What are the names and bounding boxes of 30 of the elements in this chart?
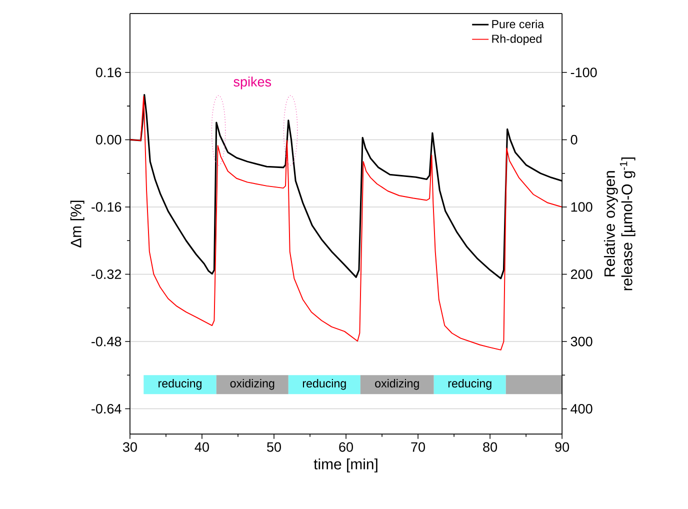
y2-tick-label: 0 <box>570 135 578 145</box>
y2-tick-label: -100 <box>570 68 597 78</box>
band-label: reducing <box>302 379 346 390</box>
x-tick-label: 30 <box>122 442 137 452</box>
y2-axis-title: Relative oxygen release [µmol-O g$^{-1}$] <box>604 158 636 290</box>
x-tick-label: 70 <box>411 442 426 452</box>
y2-tick-label: 200 <box>570 270 592 280</box>
annotation: spikes <box>234 76 272 90</box>
y-tick-label: -0.32 <box>92 270 122 280</box>
band-label: oxidizing <box>230 379 274 390</box>
y-tick-label: -0.16 <box>92 202 122 212</box>
y-tick-label: -0.64 <box>92 404 122 414</box>
y-tick-label: 0.00 <box>96 135 122 145</box>
x-tick-label: 90 <box>555 442 570 452</box>
x-tick-label: 50 <box>267 442 281 452</box>
y2-tick-label: 400 <box>570 404 592 414</box>
y-tick-label: -0.48 <box>92 336 122 346</box>
legend-label: Pure ceria <box>492 20 544 28</box>
band-label: reducing <box>448 379 492 390</box>
x-tick-label: 60 <box>339 442 353 452</box>
band-label: reducing <box>158 379 202 390</box>
x-tick-label: 80 <box>483 442 498 452</box>
x-tick-label: 40 <box>194 442 209 452</box>
y-axis-title: Δm [%] <box>70 200 84 248</box>
y2-tick-label: 100 <box>571 202 592 212</box>
y2-tick-label: 300 <box>570 336 592 347</box>
y-tick-label: 0.16 <box>96 68 122 78</box>
legend-label: Rh-doped <box>492 34 542 46</box>
x-axis-title: time [min] <box>314 458 378 473</box>
band-label: oxidizing <box>375 379 419 390</box>
